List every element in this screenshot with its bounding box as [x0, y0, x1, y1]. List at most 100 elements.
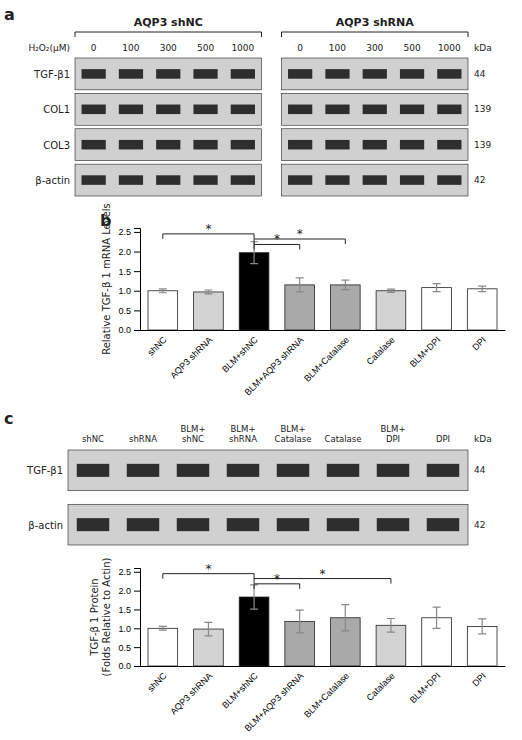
- blot-box: [282, 93, 469, 125]
- band: [82, 69, 106, 79]
- panel-label: a: [4, 5, 15, 24]
- x-tick: DPI: [470, 666, 488, 688]
- band: [437, 105, 461, 115]
- x-tick: BLM+AQP3 shRNA: [243, 330, 306, 397]
- band: [193, 69, 217, 79]
- kda-value: 139: [474, 140, 491, 150]
- y-tick-label: 0.0: [118, 325, 131, 335]
- band: [377, 518, 410, 531]
- bar-panel: b0.00.51.01.52.02.5shNCAQP3 shRNABLM+shN…: [100, 203, 506, 397]
- y-axis-line: [134, 229, 141, 331]
- x-tick-label: BLM+shNC: [220, 670, 260, 710]
- lane-label: 0: [91, 43, 97, 53]
- x-tick-label: DPI: [470, 671, 488, 689]
- band: [231, 140, 255, 150]
- y-tick: 0.5: [118, 643, 140, 653]
- band: [288, 140, 312, 150]
- x-tick-label: BLM+AQP3 shRNA: [243, 671, 306, 734]
- y-tick-label: 2.0: [118, 586, 131, 596]
- y-axis: 0.00.51.01.52.02.5: [118, 567, 140, 671]
- band: [77, 518, 110, 531]
- kda-value: 42: [474, 520, 485, 530]
- y-tick-label: 2.0: [118, 247, 131, 257]
- x-tick-label: BLM+shNC: [220, 334, 260, 374]
- band: [82, 140, 106, 150]
- lane-label: 100: [329, 43, 346, 53]
- y-tick-label: 1.5: [118, 605, 131, 615]
- band: [363, 175, 387, 185]
- y-axis-line: [134, 569, 141, 667]
- blot-box: [75, 164, 262, 196]
- band: [437, 140, 461, 150]
- y-tick-label: 0.5: [118, 306, 131, 316]
- kda-value: 139: [474, 104, 491, 114]
- row-label: COL1: [43, 104, 70, 115]
- error-bar: [204, 622, 212, 636]
- lane-label: Catalase: [325, 434, 362, 444]
- significance-label: *: [297, 227, 303, 241]
- band: [288, 69, 312, 79]
- x-tick: BLM+shNC: [220, 330, 260, 374]
- x-tick-label: BLM+AQP3 shRNA: [243, 335, 306, 398]
- blot-box: [282, 58, 469, 90]
- x-tick: BLM+DPI: [408, 666, 442, 705]
- error-bar: [159, 626, 167, 630]
- y-tick-mark: [134, 330, 140, 331]
- significance-label: *: [205, 222, 211, 236]
- band: [325, 105, 349, 115]
- group-label: AQP3 shNC: [134, 16, 203, 29]
- y-tick: 2.5: [118, 227, 140, 237]
- band: [82, 105, 106, 115]
- plot-area: [148, 234, 497, 330]
- band: [437, 69, 461, 79]
- y-tick: 0.0: [118, 661, 140, 671]
- band: [193, 105, 217, 115]
- x-tick-label: Catalase: [365, 335, 397, 367]
- x-tick-label: shNC: [146, 670, 169, 693]
- x-tick: shNC: [146, 330, 169, 358]
- y-tick-label: 0.5: [118, 643, 131, 653]
- x-tick: DPI: [470, 330, 488, 352]
- significance-label: *: [320, 567, 326, 581]
- band: [127, 464, 160, 477]
- error-bar: [433, 284, 441, 292]
- lane-axis-label: H₂O₂(μM): [28, 43, 70, 53]
- band: [193, 175, 217, 185]
- kda-value: 44: [474, 69, 486, 79]
- band: [288, 175, 312, 185]
- band: [377, 464, 410, 477]
- x-tick: AQP3 shRNA: [168, 330, 214, 381]
- band: [77, 464, 110, 477]
- x-tick: BLM+Catalase: [302, 666, 351, 720]
- error-bar: [296, 610, 304, 633]
- x-tick-label: BLM+Catalase: [302, 335, 351, 384]
- x-axis: shNCAQP3 shRNABLM+shNCBLM+AQP3 shRNABLM+…: [141, 330, 506, 397]
- band: [363, 140, 387, 150]
- bar: [148, 291, 178, 330]
- error-bar: [478, 619, 486, 634]
- x-axis-line: [141, 330, 506, 331]
- x-tick-label: BLM+DPI: [408, 335, 442, 369]
- y-axis-title: Relative TGF-β 1 mRNA Levels: [101, 203, 112, 355]
- band: [227, 518, 260, 531]
- y-tick: 0.5: [118, 306, 140, 316]
- y-tick-label: 1.5: [118, 267, 131, 277]
- significance-label: *: [274, 232, 280, 246]
- row-label: TGF-β1: [26, 465, 63, 476]
- y-tick: 1.0: [118, 286, 140, 296]
- band: [325, 140, 349, 150]
- x-tick: Catalase: [365, 330, 397, 367]
- band: [327, 518, 360, 531]
- y-tick-label: 1.0: [118, 286, 131, 296]
- significance-label: *: [274, 572, 280, 586]
- lane-label: shNC: [82, 434, 104, 444]
- band: [363, 69, 387, 79]
- y-tick-mark: [134, 271, 140, 272]
- x-axis: shNCAQP3 shRNABLM+shNCBLM+AQP3 shRNABLM+…: [141, 666, 506, 733]
- error-bar: [204, 290, 212, 294]
- x-tick-label: shNC: [146, 334, 169, 357]
- band: [119, 175, 143, 185]
- error-bar: [296, 278, 304, 292]
- band: [325, 175, 349, 185]
- bar: [194, 292, 224, 330]
